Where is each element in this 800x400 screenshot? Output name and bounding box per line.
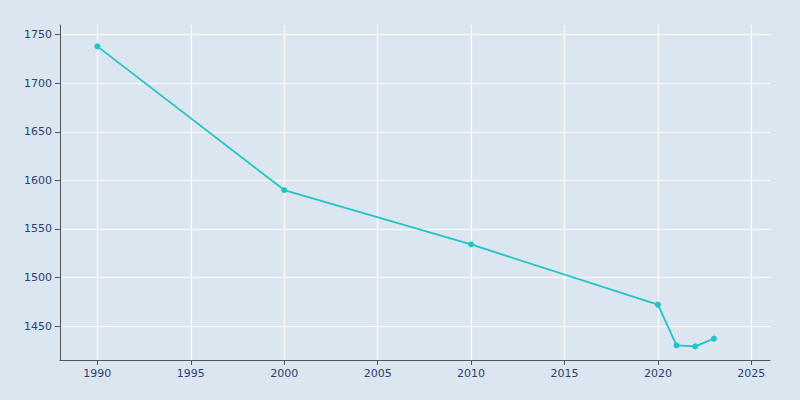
svg-text:1700: 1700 bbox=[24, 77, 52, 90]
svg-text:2010: 2010 bbox=[457, 367, 485, 380]
svg-text:1995: 1995 bbox=[177, 367, 205, 380]
svg-text:2025: 2025 bbox=[737, 367, 765, 380]
svg-text:1450: 1450 bbox=[24, 320, 52, 333]
svg-text:1750: 1750 bbox=[24, 28, 52, 41]
svg-text:2000: 2000 bbox=[270, 367, 298, 380]
svg-text:2020: 2020 bbox=[644, 367, 672, 380]
svg-text:2005: 2005 bbox=[364, 367, 392, 380]
svg-text:1500: 1500 bbox=[24, 271, 52, 284]
svg-text:1650: 1650 bbox=[24, 125, 52, 138]
svg-text:1990: 1990 bbox=[83, 367, 111, 380]
svg-text:1550: 1550 bbox=[24, 222, 52, 235]
svg-text:2015: 2015 bbox=[550, 367, 578, 380]
svg-text:1600: 1600 bbox=[24, 174, 52, 187]
